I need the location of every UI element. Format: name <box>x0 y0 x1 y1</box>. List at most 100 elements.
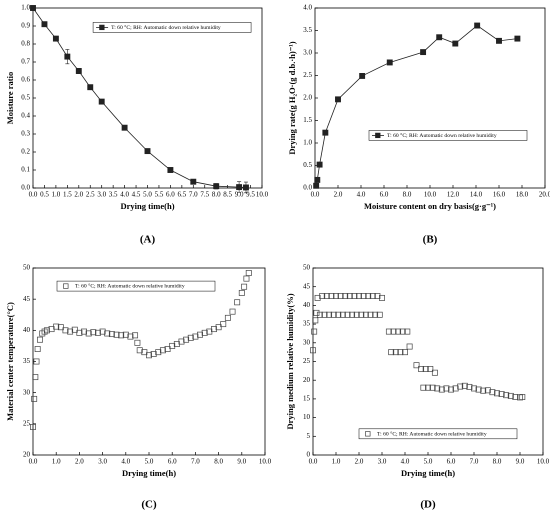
marker <box>452 40 459 47</box>
x-tick-label: 5.0 <box>145 458 154 466</box>
marker <box>310 347 316 354</box>
y-tick-label: 0.2 <box>21 148 30 156</box>
marker <box>420 384 427 391</box>
x-tick-label: 0.0 <box>29 458 38 466</box>
marker <box>313 309 320 316</box>
marker <box>37 336 43 343</box>
x-axis-title: Drying time(h) <box>122 468 176 478</box>
marker <box>99 328 106 335</box>
y-tick-label: 0.4 <box>21 112 30 120</box>
marker <box>337 293 344 300</box>
y-tick-label: 15 <box>303 395 311 403</box>
marker <box>326 311 333 318</box>
marker <box>436 34 443 41</box>
line <box>315 25 518 186</box>
x-tick-label: 3.0 <box>378 458 387 466</box>
marker <box>374 293 381 300</box>
x-tick-label: 2.5 <box>86 191 95 199</box>
x-tick-label: 5.0 <box>424 458 433 466</box>
marker <box>498 391 505 397</box>
marker <box>434 385 441 392</box>
x-tick-label: 0.5 <box>40 191 49 199</box>
marker <box>312 317 319 324</box>
marker <box>333 293 339 300</box>
marker <box>113 331 120 338</box>
x-axis-title: Drying time(h) <box>401 468 455 478</box>
marker <box>365 293 372 300</box>
marker <box>418 366 425 372</box>
marker <box>167 167 174 173</box>
y-tick-label: 1.0 <box>21 4 30 12</box>
y-tick-label: 2.0 <box>303 94 312 102</box>
x-tick-label: 7.0 <box>189 191 198 199</box>
x-tick-label: 3.0 <box>98 458 107 466</box>
marker <box>420 49 427 56</box>
marker <box>452 385 459 392</box>
marker <box>316 311 323 318</box>
marker <box>238 289 245 296</box>
marker <box>392 349 399 356</box>
plot-frame <box>314 7 546 189</box>
marker <box>187 334 194 341</box>
marker <box>322 129 329 136</box>
marker <box>243 275 250 282</box>
marker <box>159 347 166 354</box>
marker <box>311 328 318 335</box>
marker <box>81 328 87 335</box>
y-tick-label: 4.0 <box>303 4 312 12</box>
y-tick-label: 45 <box>303 282 311 290</box>
y-tick-label: 50 <box>23 264 31 272</box>
marker <box>429 384 436 391</box>
plot-frame <box>32 7 263 189</box>
marker <box>323 293 330 300</box>
x-tick-label: 16.0 <box>493 191 506 199</box>
marker <box>351 293 358 300</box>
marker <box>314 176 321 183</box>
marker <box>335 311 342 318</box>
marker <box>422 366 429 372</box>
marker <box>399 328 406 335</box>
marker <box>164 346 171 352</box>
marker <box>127 333 134 340</box>
x-tick-label: 1.0 <box>52 458 61 466</box>
marker <box>85 330 92 337</box>
x-tick-label: 10.0 <box>256 191 269 199</box>
x-axis-title: Moisture content on dry basis(g·g⁻¹) <box>364 201 496 211</box>
marker <box>395 328 402 335</box>
marker <box>90 329 97 336</box>
marker <box>358 311 365 318</box>
marker <box>213 183 220 190</box>
marker <box>369 293 376 300</box>
marker <box>330 311 337 318</box>
marker <box>122 331 129 338</box>
y-tick-label: 0.9 <box>21 22 30 30</box>
marker <box>335 96 341 103</box>
legend-label: T: 60 °C; RH: Automatic down relative hu… <box>387 132 497 139</box>
marker <box>33 358 40 365</box>
marker <box>71 326 78 333</box>
panel-label: (C) <box>141 499 157 511</box>
y-tick-label: 0.1 <box>21 166 30 174</box>
marker <box>215 324 222 331</box>
marker <box>386 59 393 66</box>
legend-marker <box>365 431 371 437</box>
marker <box>356 293 362 300</box>
marker <box>75 68 82 74</box>
marker <box>512 394 519 400</box>
x-tick-label: 4.5 <box>132 191 141 199</box>
marker <box>236 184 243 191</box>
marker <box>413 362 420 369</box>
x-tick-label: 6.0 <box>168 458 177 466</box>
y-tick-label: 0.8 <box>21 40 30 48</box>
marker <box>243 184 249 191</box>
marker <box>489 389 496 396</box>
marker <box>402 349 408 356</box>
x-tick-label: 7.0 <box>191 458 200 466</box>
x-tick-label: 3.0 <box>97 191 106 199</box>
y-tick-label: 0.5 <box>303 161 312 169</box>
y-tick-label: 0.3 <box>21 130 30 138</box>
marker <box>390 328 397 335</box>
y-tick-label: 0.6 <box>21 76 30 84</box>
y-tick-label: 0.5 <box>21 94 30 102</box>
marker <box>349 311 356 318</box>
